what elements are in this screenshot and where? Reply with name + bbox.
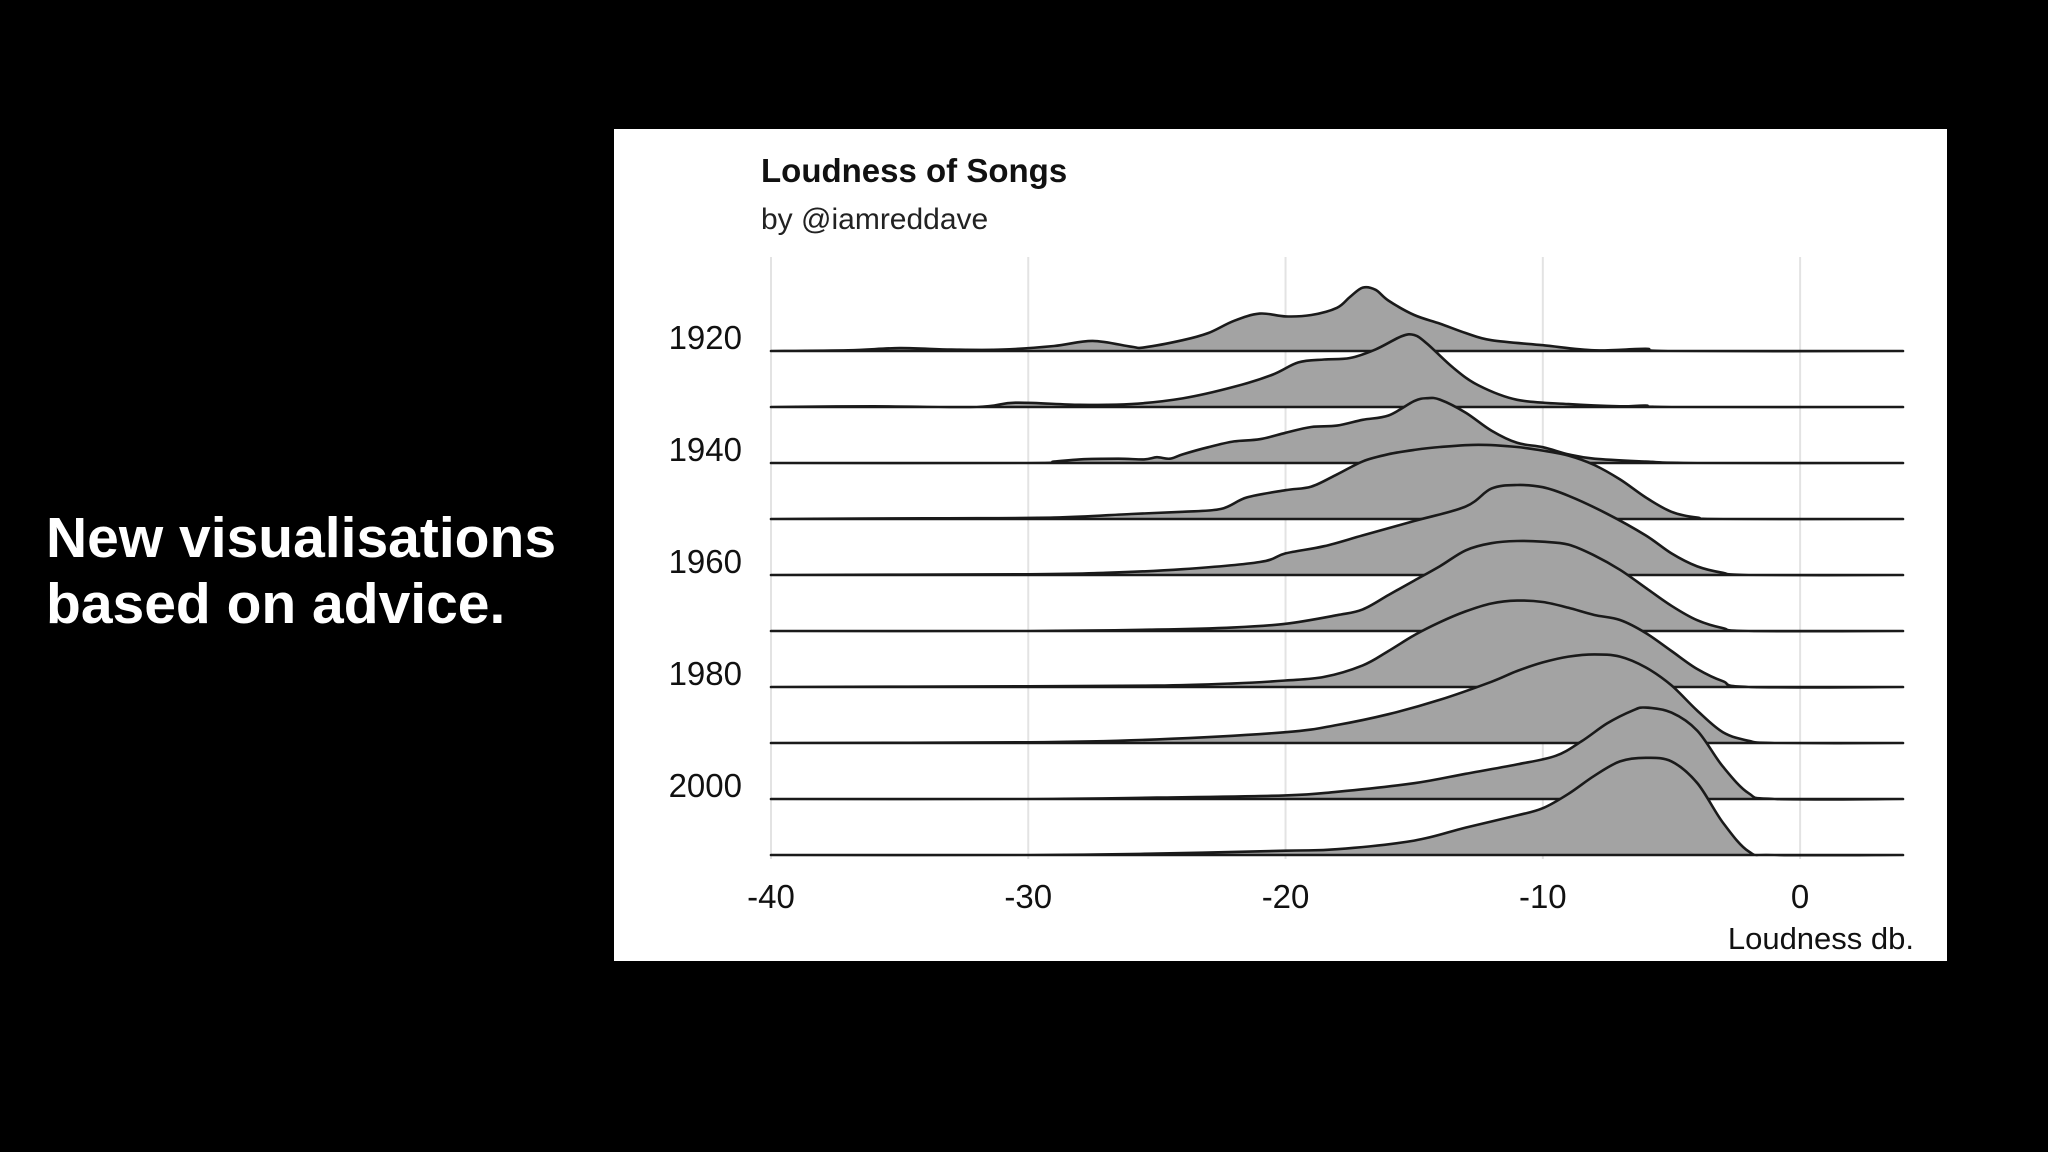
slide-caption: New visualisations based on advice. [46,505,606,637]
ridge-1930 [769,332,1905,409]
ridge-1960 [769,483,1905,577]
y-tick-label: 1940 [669,431,742,468]
x-tick-label: -10 [1519,878,1567,915]
x-axis-labels: -40 -30 -20 -10 0 [747,878,1809,915]
ridge-1920 [769,285,1905,353]
x-tick-label: -30 [1004,878,1052,915]
caption-line-1: New visualisations [46,506,557,570]
ridge-1980 [769,599,1905,689]
chart-subtitle: by @iamreddave [761,203,988,236]
ridgeline-chart: Loudness of Songs by @iamreddave 1920 194… [669,152,1914,956]
ridge-1990 [769,653,1905,745]
x-tick-label: 0 [1791,878,1809,915]
y-tick-label: 1920 [669,319,742,356]
ridges [769,285,1905,857]
y-axis-labels: 1920 1940 1960 1980 2000 [669,319,742,804]
ridge-2010 [769,756,1905,857]
ridge-1970 [769,539,1905,633]
ridge-2000 [769,706,1905,801]
x-tick-label: -40 [747,878,795,915]
y-tick-label: 1980 [669,655,742,692]
chart-title: Loudness of Songs [761,152,1067,189]
ridge-1950 [769,443,1905,521]
x-axis-title: Loudness db. [1728,921,1914,956]
y-tick-label: 1960 [669,543,742,580]
y-tick-label: 2000 [669,767,742,804]
chart-panel: Loudness of Songs by @iamreddave 1920 194… [614,129,1947,961]
caption-line-2: based on advice. [46,572,506,636]
x-tick-label: -20 [1262,878,1310,915]
